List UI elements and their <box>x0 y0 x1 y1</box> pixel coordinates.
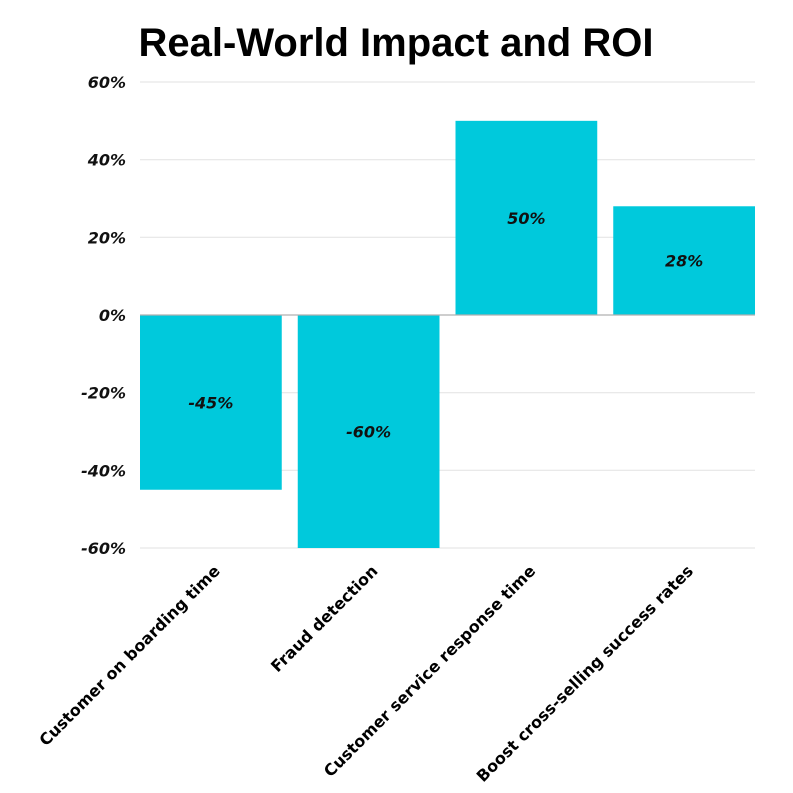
bar <box>455 120 598 315</box>
bar <box>140 315 282 490</box>
data-label: -60% <box>346 423 391 442</box>
y-tick-label: -40% <box>81 461 126 480</box>
y-tick-label: 20% <box>88 228 126 247</box>
data-label: 50% <box>507 209 545 228</box>
y-tick-label: -60% <box>81 539 126 558</box>
y-tick-label: 60% <box>88 73 126 92</box>
x-tick-label: Fraud detection <box>267 561 381 675</box>
bar <box>297 315 440 548</box>
bars <box>140 120 755 548</box>
data-labels: -45% -60% 50% 28% <box>188 209 703 442</box>
bar <box>613 206 755 315</box>
data-label: 28% <box>665 252 703 271</box>
y-axis-ticks: 60% 40% 20% 0% -20% -40% -60% <box>81 73 126 558</box>
y-tick-label: 0% <box>99 306 126 325</box>
x-axis-labels: Customer on boarding time Fraud detection… <box>35 561 697 785</box>
x-tick-label: Customer on boarding time <box>35 561 223 749</box>
chart-title: Real-World Impact and ROI <box>139 21 654 65</box>
y-tick-label: -20% <box>81 384 126 403</box>
data-label: -45% <box>188 393 233 412</box>
y-tick-label: 40% <box>87 151 126 170</box>
